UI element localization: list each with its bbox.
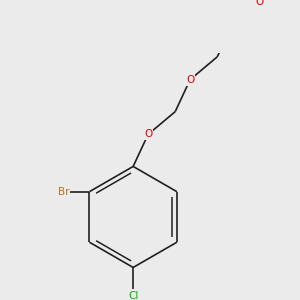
Text: O: O [255,0,263,7]
Text: Br: Br [58,187,69,197]
Text: O: O [186,75,194,85]
Text: O: O [144,129,152,140]
Text: Cl: Cl [128,291,138,300]
